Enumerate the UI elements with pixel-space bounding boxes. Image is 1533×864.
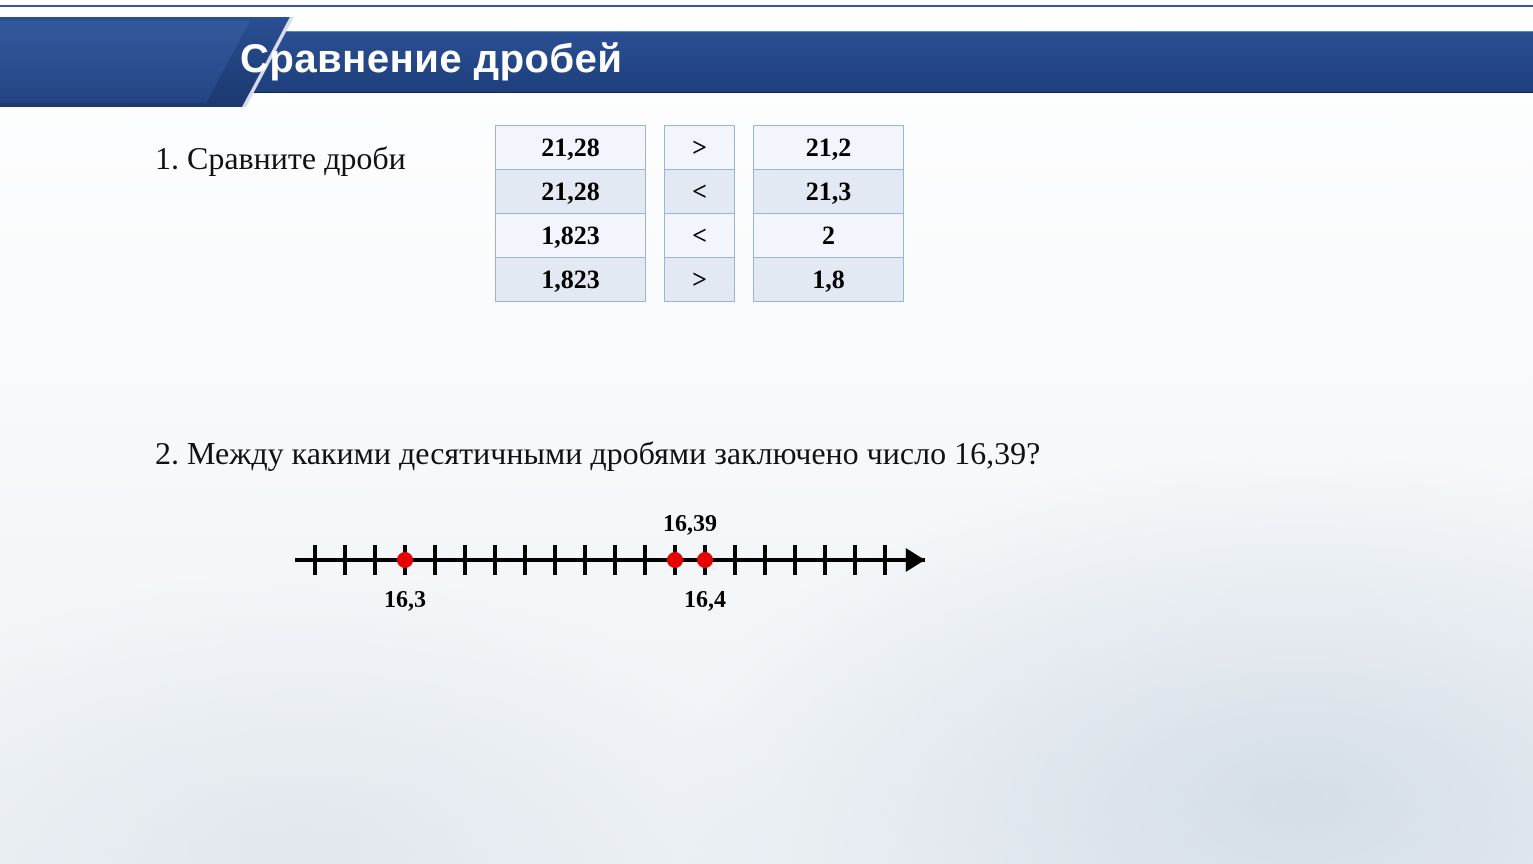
comparison-left-column: 21,28 21,28 1,823 1,823 — [495, 125, 646, 302]
cell-left: 1,823 — [496, 214, 646, 258]
table-row: 21,3 — [754, 170, 904, 214]
cell-left: 1,823 — [496, 258, 646, 302]
table-row: < — [665, 170, 735, 214]
cell-right: 21,2 — [754, 126, 904, 170]
comparison-tables: 21,28 21,28 1,823 1,823 > < < > 21,2 21,… — [495, 125, 904, 302]
table-row: > — [665, 126, 735, 170]
table-row: 21,28 — [496, 170, 646, 214]
table-row: 21,28 — [496, 126, 646, 170]
numberline-bottom-label: 16,3 — [384, 587, 426, 613]
table-row: 1,8 — [754, 258, 904, 302]
table-row: 1,823 — [496, 214, 646, 258]
number-line: 16,39 16,3 16,4 — [285, 500, 985, 635]
banner-wedge-inner — [0, 21, 250, 103]
question-2-label: 2. Между какими десятичными дробями закл… — [155, 435, 1040, 472]
cell-op: > — [665, 258, 735, 302]
table-row: < — [665, 214, 735, 258]
numberline-top-label: 16,39 — [663, 511, 717, 537]
cell-op: < — [665, 170, 735, 214]
table-row: 21,2 — [754, 126, 904, 170]
page-title: Сравнение дробей — [240, 37, 622, 82]
title-banner: Сравнение дробей — [0, 17, 1533, 107]
comparison-right-column: 21,2 21,3 2 1,8 — [753, 125, 904, 302]
table-row: 2 — [754, 214, 904, 258]
content-area: 1. Сравните дроби 21,28 21,28 1,823 1,82… — [0, 120, 1533, 864]
numberline-bottom-label: 16,4 — [684, 587, 726, 613]
question-1-label: 1. Сравните дроби — [155, 140, 406, 177]
cell-right: 2 — [754, 214, 904, 258]
top-separator-line — [0, 5, 1533, 7]
cell-right: 1,8 — [754, 258, 904, 302]
cell-op: > — [665, 126, 735, 170]
number-line-svg: 16,39 16,3 16,4 — [285, 500, 985, 630]
table-row: 1,823 — [496, 258, 646, 302]
cell-right: 21,3 — [754, 170, 904, 214]
table-row: > — [665, 258, 735, 302]
cell-op: < — [665, 214, 735, 258]
cell-left: 21,28 — [496, 170, 646, 214]
comparison-operator-column: > < < > — [664, 125, 735, 302]
cell-left: 21,28 — [496, 126, 646, 170]
